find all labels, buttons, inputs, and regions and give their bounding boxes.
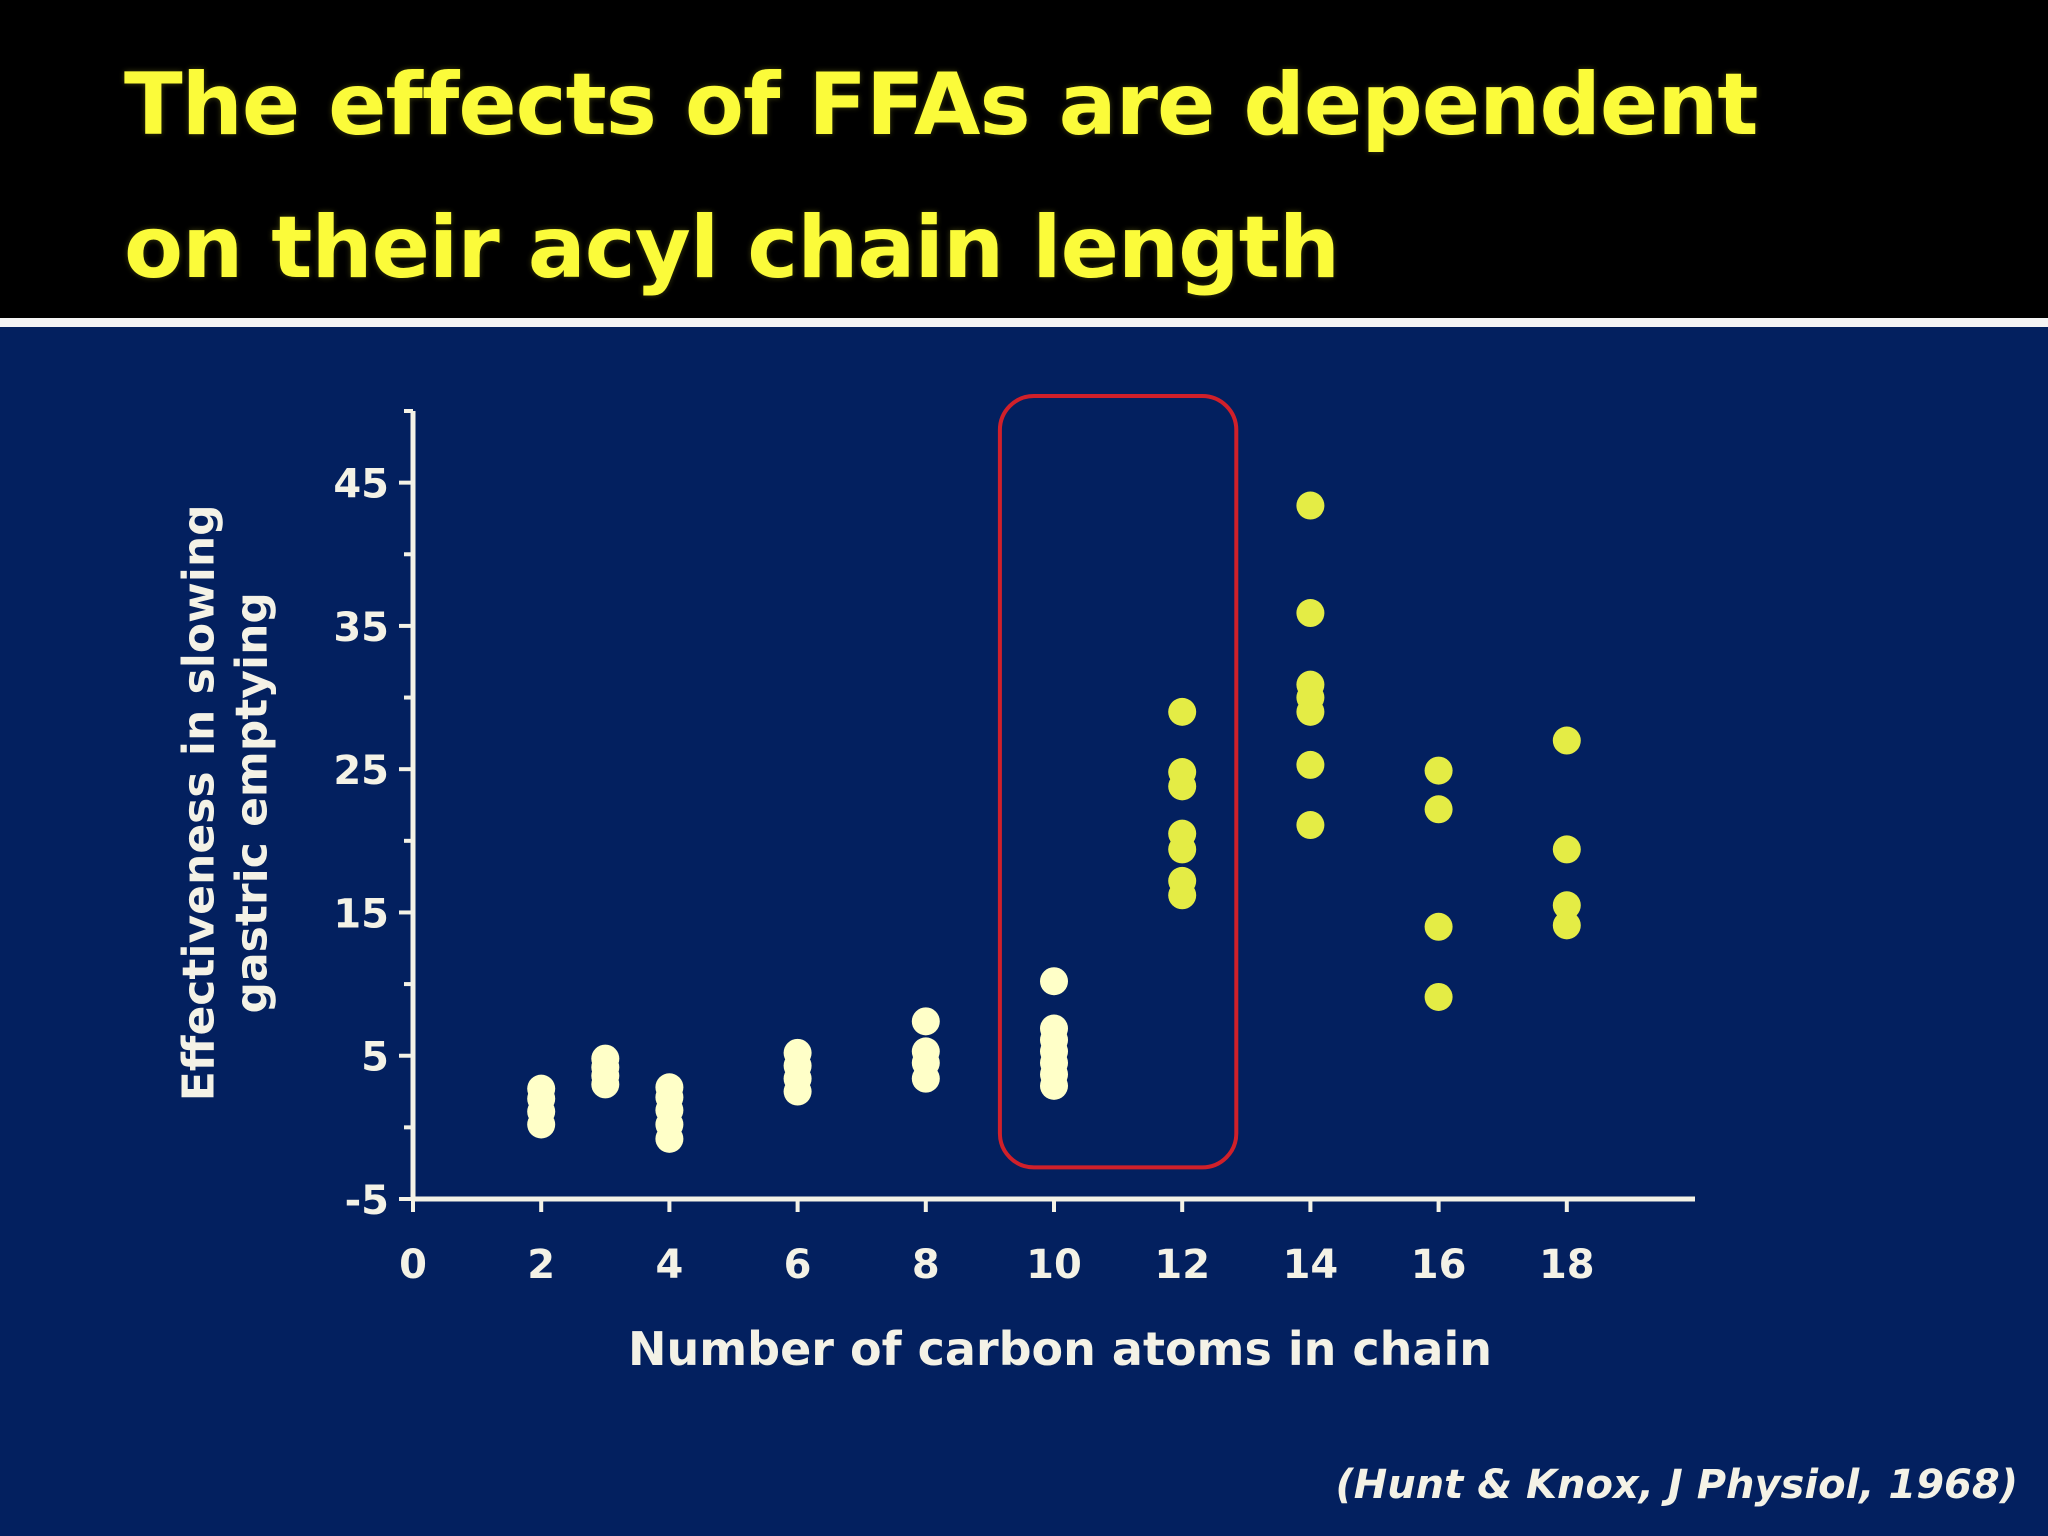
data-point — [1296, 811, 1325, 840]
data-point — [1168, 697, 1197, 726]
x-tick-label: 12 — [1154, 1242, 1210, 1288]
data-point — [1040, 1014, 1068, 1043]
x-tick-label: 6 — [784, 1242, 812, 1288]
data-point — [655, 1073, 684, 1102]
data-point — [591, 1044, 620, 1073]
x-tick-label: 14 — [1283, 1242, 1339, 1288]
x-axis-label: Number of carbon atoms in chain — [628, 1322, 1492, 1376]
y-axis-label: Effectiveness in slowing gastric emptyin… — [173, 504, 279, 1101]
y-axis-label-line-2: gastric emptying — [225, 592, 277, 1014]
x-tick-label: 8 — [912, 1242, 940, 1288]
y-tick-label: 35 — [333, 605, 389, 651]
y-tick-label: 45 — [333, 462, 389, 508]
y-tick-label: 5 — [361, 1035, 389, 1081]
data-point — [911, 1037, 940, 1066]
y-tick-label: 25 — [333, 748, 389, 794]
x-tick-label: 16 — [1411, 1242, 1467, 1288]
data-point — [527, 1074, 556, 1103]
slide-title-line-1: The effects of FFAs are dependent — [124, 55, 1759, 155]
y-tick-label: -5 — [345, 1178, 389, 1224]
slide-content — [0, 327, 2048, 1536]
data-point — [1552, 835, 1581, 864]
x-tick-label: 0 — [399, 1242, 427, 1288]
data-point — [1424, 982, 1453, 1011]
citation: (Hunt & Knox, J Physiol, 1968) — [1335, 1462, 2018, 1508]
data-point — [1296, 670, 1325, 699]
title-bar: The effects of FFAs are dependent on the… — [0, 0, 2048, 318]
y-tick-label: 15 — [333, 891, 389, 937]
data-point — [1424, 756, 1453, 785]
data-point — [1168, 758, 1197, 787]
data-point — [1040, 967, 1068, 996]
data-point — [1424, 912, 1453, 941]
slide-title-line-2: on their acyl chain length — [124, 198, 1340, 298]
x-tick-label: 2 — [527, 1242, 555, 1288]
data-point — [1552, 726, 1581, 755]
data-point — [1296, 491, 1325, 520]
y-axis-label-line-1: Effectiveness in slowing — [173, 504, 225, 1102]
data-point — [1552, 891, 1581, 920]
title-divider — [0, 318, 2048, 327]
data-point — [1296, 599, 1325, 628]
x-tick-label: 10 — [1026, 1242, 1082, 1288]
highlight-box — [997, 394, 1239, 1170]
data-point — [1168, 819, 1197, 848]
data-point — [911, 1007, 940, 1036]
data-point — [1424, 795, 1453, 824]
x-tick-label: 18 — [1539, 1242, 1595, 1288]
data-point — [1168, 866, 1197, 895]
data-point — [783, 1038, 812, 1067]
x-tick-label: 4 — [655, 1242, 683, 1288]
data-point — [1296, 750, 1325, 779]
data-point — [1552, 911, 1581, 940]
